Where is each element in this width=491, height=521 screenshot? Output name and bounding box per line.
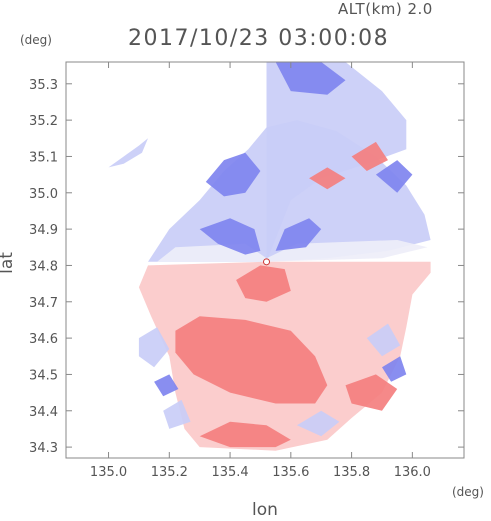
y-tick-label: 34.5 [29,368,58,383]
y-tick-label: 35.0 [29,187,58,202]
velocity-field [108,62,431,451]
x-tick-label: 135.4 [211,465,248,480]
x-tick-label: 135.6 [272,465,309,480]
altitude-label: ALT(km) 2.0 [338,0,433,18]
y-tick-label: 34.7 [29,296,58,311]
y-tick-label: 34.6 [29,332,58,347]
velocity-region [108,138,148,168]
velocity-region [199,218,261,255]
velocity-region [309,167,346,190]
y-tick-label: 34.3 [29,441,58,456]
x-tick-label: 135.8 [333,465,370,480]
velocity-region [266,62,407,262]
radar-center-marker [263,258,271,266]
x-tick-label: 135.2 [151,465,188,480]
velocity-region [199,421,291,448]
velocity-region [163,399,191,429]
x-tick-label: 135.0 [90,465,127,480]
x-axis-title: lon [252,500,278,520]
velocity-region [375,160,413,193]
velocity-region [205,152,261,197]
y-tick-label: 34.8 [29,259,58,274]
velocity-region [366,323,401,357]
plot-frame [65,61,465,459]
y-tick-label: 35.3 [29,78,58,93]
velocity-region [351,141,388,171]
velocity-region [296,410,340,437]
y-tick-label: 35.2 [29,114,58,129]
x-axis-ticks: 135.0 135.2 135.4 135.6 135.8 136.0 [90,62,431,480]
y-unit-label: (deg) [20,33,52,47]
velocity-region [175,316,328,404]
velocity-region [275,62,346,95]
chart-title: 2017/10/23 03:00:08 [128,26,390,51]
y-tick-label: 34.4 [29,405,58,420]
y-axis-title: lat [0,252,17,274]
velocity-region [382,356,407,382]
velocity-region [154,374,179,397]
y-axis-ticks: 34.3 34.4 34.5 34.6 34.7 34.8 34.9 35.0 35.1 35.2… [29,78,464,456]
velocity-region [138,327,170,368]
velocity-region [345,374,398,411]
x-unit-label: (deg) [452,485,484,499]
velocity-region [236,265,291,302]
y-tick-label: 34.9 [29,223,58,238]
y-tick-label: 35.1 [29,150,58,165]
x-tick-label: 136.0 [394,465,431,480]
velocity-region [275,218,322,251]
